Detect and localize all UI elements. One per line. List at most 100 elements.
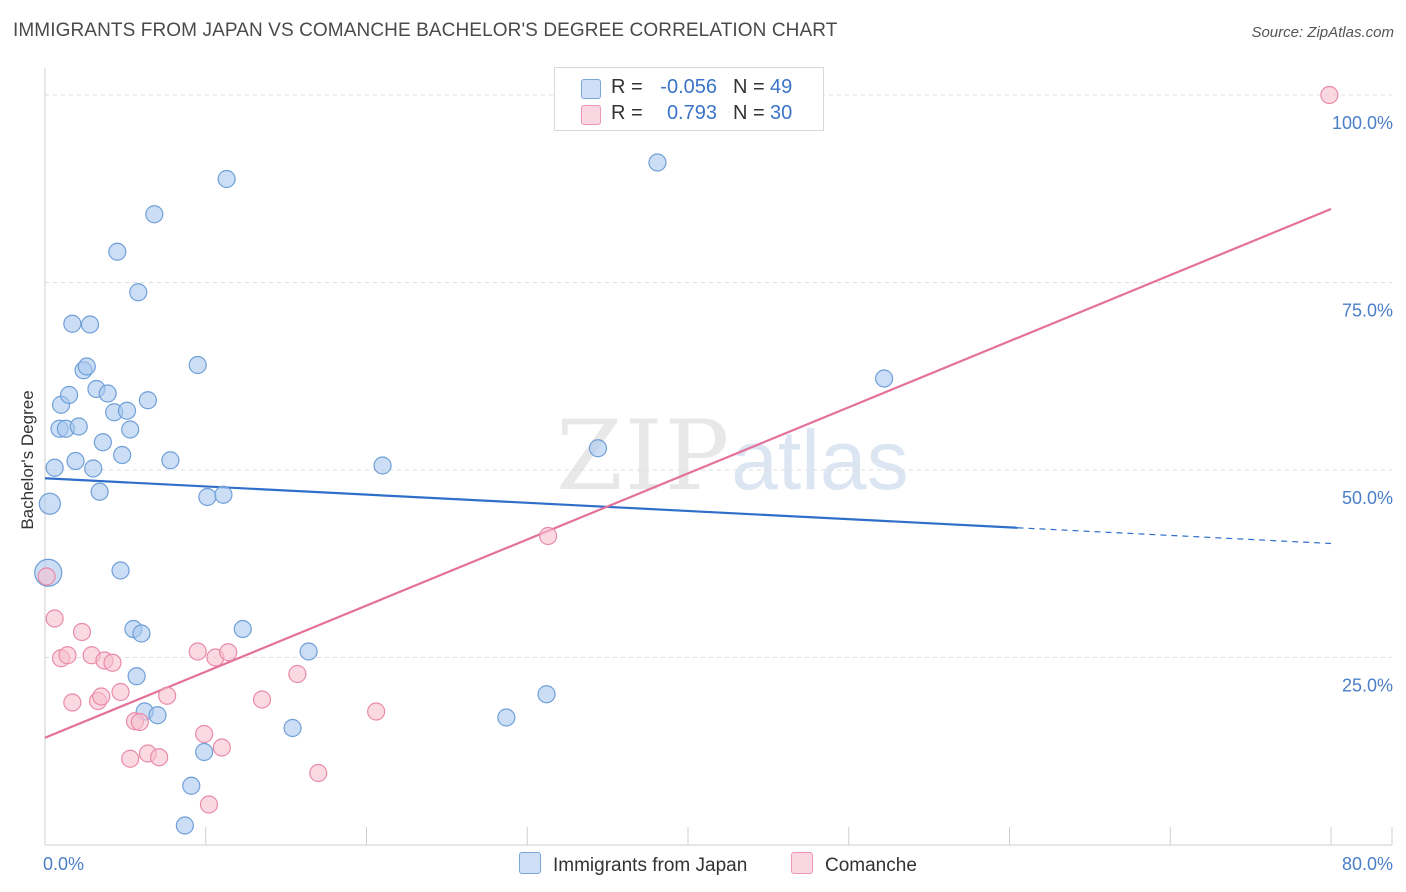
point-comanche — [539, 526, 558, 546]
point-japan — [108, 242, 127, 261]
point-japan — [299, 642, 318, 661]
point-japan — [195, 742, 214, 762]
legend-r-value: -0.056 — [660, 76, 717, 98]
point-japan — [145, 205, 164, 224]
y-tick-label: 25.0% — [1342, 676, 1393, 696]
point-japan — [66, 451, 85, 471]
point-comanche — [219, 643, 238, 662]
point-japan — [161, 451, 180, 470]
watermark: ZIPatlas — [556, 400, 909, 512]
trend-line-comanche — [44, 207, 1332, 739]
point-japan — [45, 458, 64, 477]
point-japan — [98, 384, 117, 403]
point-japan — [233, 619, 252, 639]
point-japan — [69, 417, 88, 436]
point-japan — [373, 456, 392, 475]
legend-swatch-comanche — [791, 852, 813, 874]
watermark-zip: ZIP — [556, 400, 732, 512]
point-japan — [77, 357, 96, 376]
trend-line-japan-extension — [1017, 527, 1332, 545]
point-japan — [80, 315, 100, 334]
point-japan — [283, 718, 302, 738]
point-comanche — [158, 686, 177, 705]
tick-labels: 100.0% 75.0% 50.0% 25.0% 0.0% 80.0% — [43, 113, 1393, 874]
point-comanche — [367, 702, 386, 721]
point-comanche — [188, 642, 207, 661]
point-japan — [537, 685, 556, 704]
point-comanche — [130, 712, 149, 732]
y-tick-label: 100.0% — [1332, 113, 1393, 133]
point-comanche — [63, 693, 82, 712]
watermark-atlas: atlas — [731, 413, 909, 507]
point-japan — [182, 776, 201, 795]
legend-r-value: 0.793 — [666, 102, 717, 124]
trend-lines — [44, 207, 1332, 739]
point-japan — [90, 482, 109, 501]
x-tick-label: 0.0% — [43, 854, 84, 874]
y-tick-label: 50.0% — [1342, 488, 1393, 508]
legend-r-label: R = — [611, 76, 643, 98]
point-japan — [214, 485, 233, 504]
point-japan — [588, 439, 608, 458]
trend-line-japan — [44, 477, 1018, 529]
point-comanche — [121, 749, 140, 768]
point-japan — [497, 708, 516, 727]
point-comanche — [1320, 85, 1339, 105]
axes — [44, 68, 1393, 846]
point-japan — [875, 369, 894, 388]
point-japan — [129, 283, 148, 302]
point-comanche — [199, 795, 219, 814]
point-japan — [138, 391, 157, 410]
y-tick-label: 75.0% — [1342, 301, 1393, 321]
point-comanche — [58, 646, 77, 665]
legend-n-value: 30 — [770, 102, 793, 124]
legend-r-label: R = — [611, 102, 643, 124]
point-japan — [84, 459, 103, 478]
point-japan — [121, 420, 140, 439]
legend-swatch-comanche — [581, 105, 601, 125]
point-japan — [127, 667, 146, 686]
point-japan — [117, 401, 137, 420]
legend-row-comanche: R = 0.793 N = 30 — [555, 102, 823, 128]
point-japan — [60, 385, 79, 405]
point-japan — [132, 624, 151, 643]
source-credit: Source: ZipAtlas.com — [1251, 24, 1394, 41]
point-japan — [38, 492, 61, 515]
point-comanche — [252, 690, 272, 709]
legend-label-comanche: Comanche — [825, 855, 917, 876]
stats-legend: R = -0.056 N = 49 R = 0.793 N = 30 — [554, 67, 824, 131]
point-comanche — [150, 748, 169, 767]
point-comanche — [37, 567, 56, 586]
legend-swatch-japan — [519, 852, 541, 874]
legend-label-japan: Immigrants from Japan — [553, 855, 748, 876]
legend-n-value: 49 — [770, 76, 793, 98]
gridlines — [45, 94, 1392, 658]
point-japan — [93, 433, 112, 452]
point-comanche — [309, 763, 328, 783]
point-comanche — [288, 664, 307, 684]
point-comanche — [212, 738, 231, 757]
point-japan — [217, 169, 236, 189]
legend-swatch-japan — [581, 79, 601, 99]
point-comanche — [45, 609, 64, 628]
legend-n-label: N = — [733, 76, 765, 98]
point-japan — [175, 816, 194, 835]
point-japan — [188, 355, 207, 375]
x-tick-label: 80.0% — [1342, 854, 1393, 874]
chart-title: IMMIGRANTS FROM JAPAN VS COMANCHE BACHEL… — [13, 20, 838, 41]
data-points — [34, 85, 1339, 835]
point-comanche — [195, 724, 214, 744]
point-japan — [113, 445, 132, 465]
point-comanche — [103, 653, 122, 672]
point-comanche — [72, 622, 92, 642]
legend-item-comanche[interactable]: Comanche — [791, 852, 917, 877]
point-japan — [63, 314, 82, 333]
legend-n-label: N = — [733, 102, 765, 124]
point-japan — [648, 153, 667, 172]
legend-item-japan[interactable]: Immigrants from Japan — [519, 852, 747, 877]
point-comanche — [92, 687, 111, 706]
series-legend: Immigrants from Japan Comanche — [0, 852, 1406, 878]
point-japan — [111, 561, 130, 580]
point-comanche — [111, 682, 130, 702]
